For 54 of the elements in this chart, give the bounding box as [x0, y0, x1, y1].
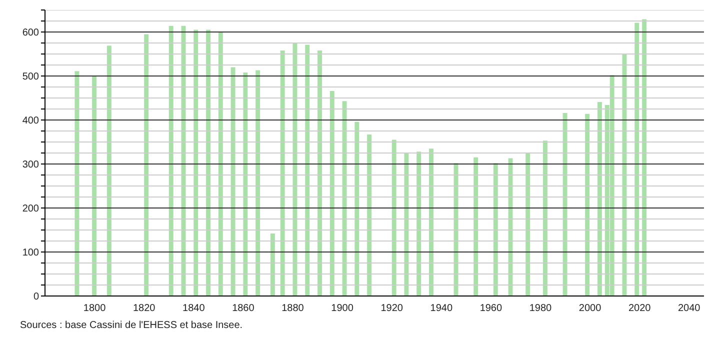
y-tick-label: 600: [22, 28, 40, 39]
y-tick-label: 300: [22, 160, 40, 171]
bar: [106, 46, 112, 296]
source-note: Sources : base Cassini de l'EHESS et base Insee.: [20, 320, 243, 331]
bar: [392, 140, 396, 296]
bar: [429, 148, 434, 296]
bar: [542, 140, 548, 296]
x-tick-label: 1940: [430, 303, 453, 314]
x-tick-label: 1960: [480, 303, 502, 314]
bar: [642, 19, 647, 296]
x-tick-label: 1840: [182, 303, 206, 314]
bar: [305, 44, 310, 296]
bar: [243, 72, 248, 296]
bar: [168, 26, 174, 296]
bar: [292, 42, 298, 296]
bar: [585, 114, 590, 296]
y-tick-label: 200: [22, 204, 40, 215]
bar: [342, 101, 347, 296]
bar: [493, 163, 498, 296]
bar: [416, 152, 422, 296]
bar: [280, 50, 285, 296]
y-tick-label: 100: [22, 248, 40, 259]
bar: [318, 50, 322, 296]
bar: [597, 102, 602, 296]
x-tick-label: 2000: [578, 303, 602, 314]
x-tick-label: 1980: [529, 303, 552, 314]
bar: [256, 70, 260, 296]
bar: [526, 152, 530, 296]
bar: [230, 67, 236, 296]
bar: [270, 234, 275, 296]
x-tick-label: 1860: [232, 303, 255, 314]
y-tick-label: 0: [33, 292, 40, 303]
bar: [634, 22, 640, 296]
bar: [404, 153, 409, 296]
bar: [367, 134, 372, 296]
bar: [74, 71, 80, 296]
y-tick-label: 400: [22, 116, 40, 127]
bar: [218, 32, 223, 296]
bar: [194, 30, 198, 296]
x-tick-label: 1900: [331, 303, 354, 314]
x-tick-label: 1800: [83, 303, 106, 314]
bar: [354, 122, 360, 296]
x-tick-label: 2020: [628, 303, 652, 314]
x-tick-label: 1920: [380, 303, 404, 314]
bar: [144, 34, 149, 296]
x-tick-label: 1820: [132, 303, 156, 314]
bar: [474, 157, 478, 296]
y-tick-label: 500: [22, 72, 40, 83]
x-tick-label: 1880: [282, 303, 304, 314]
bar: [92, 76, 97, 296]
bar: [622, 54, 627, 296]
x-tick-label: 2040: [678, 303, 701, 314]
bar: [206, 30, 210, 296]
bar: [330, 90, 334, 296]
